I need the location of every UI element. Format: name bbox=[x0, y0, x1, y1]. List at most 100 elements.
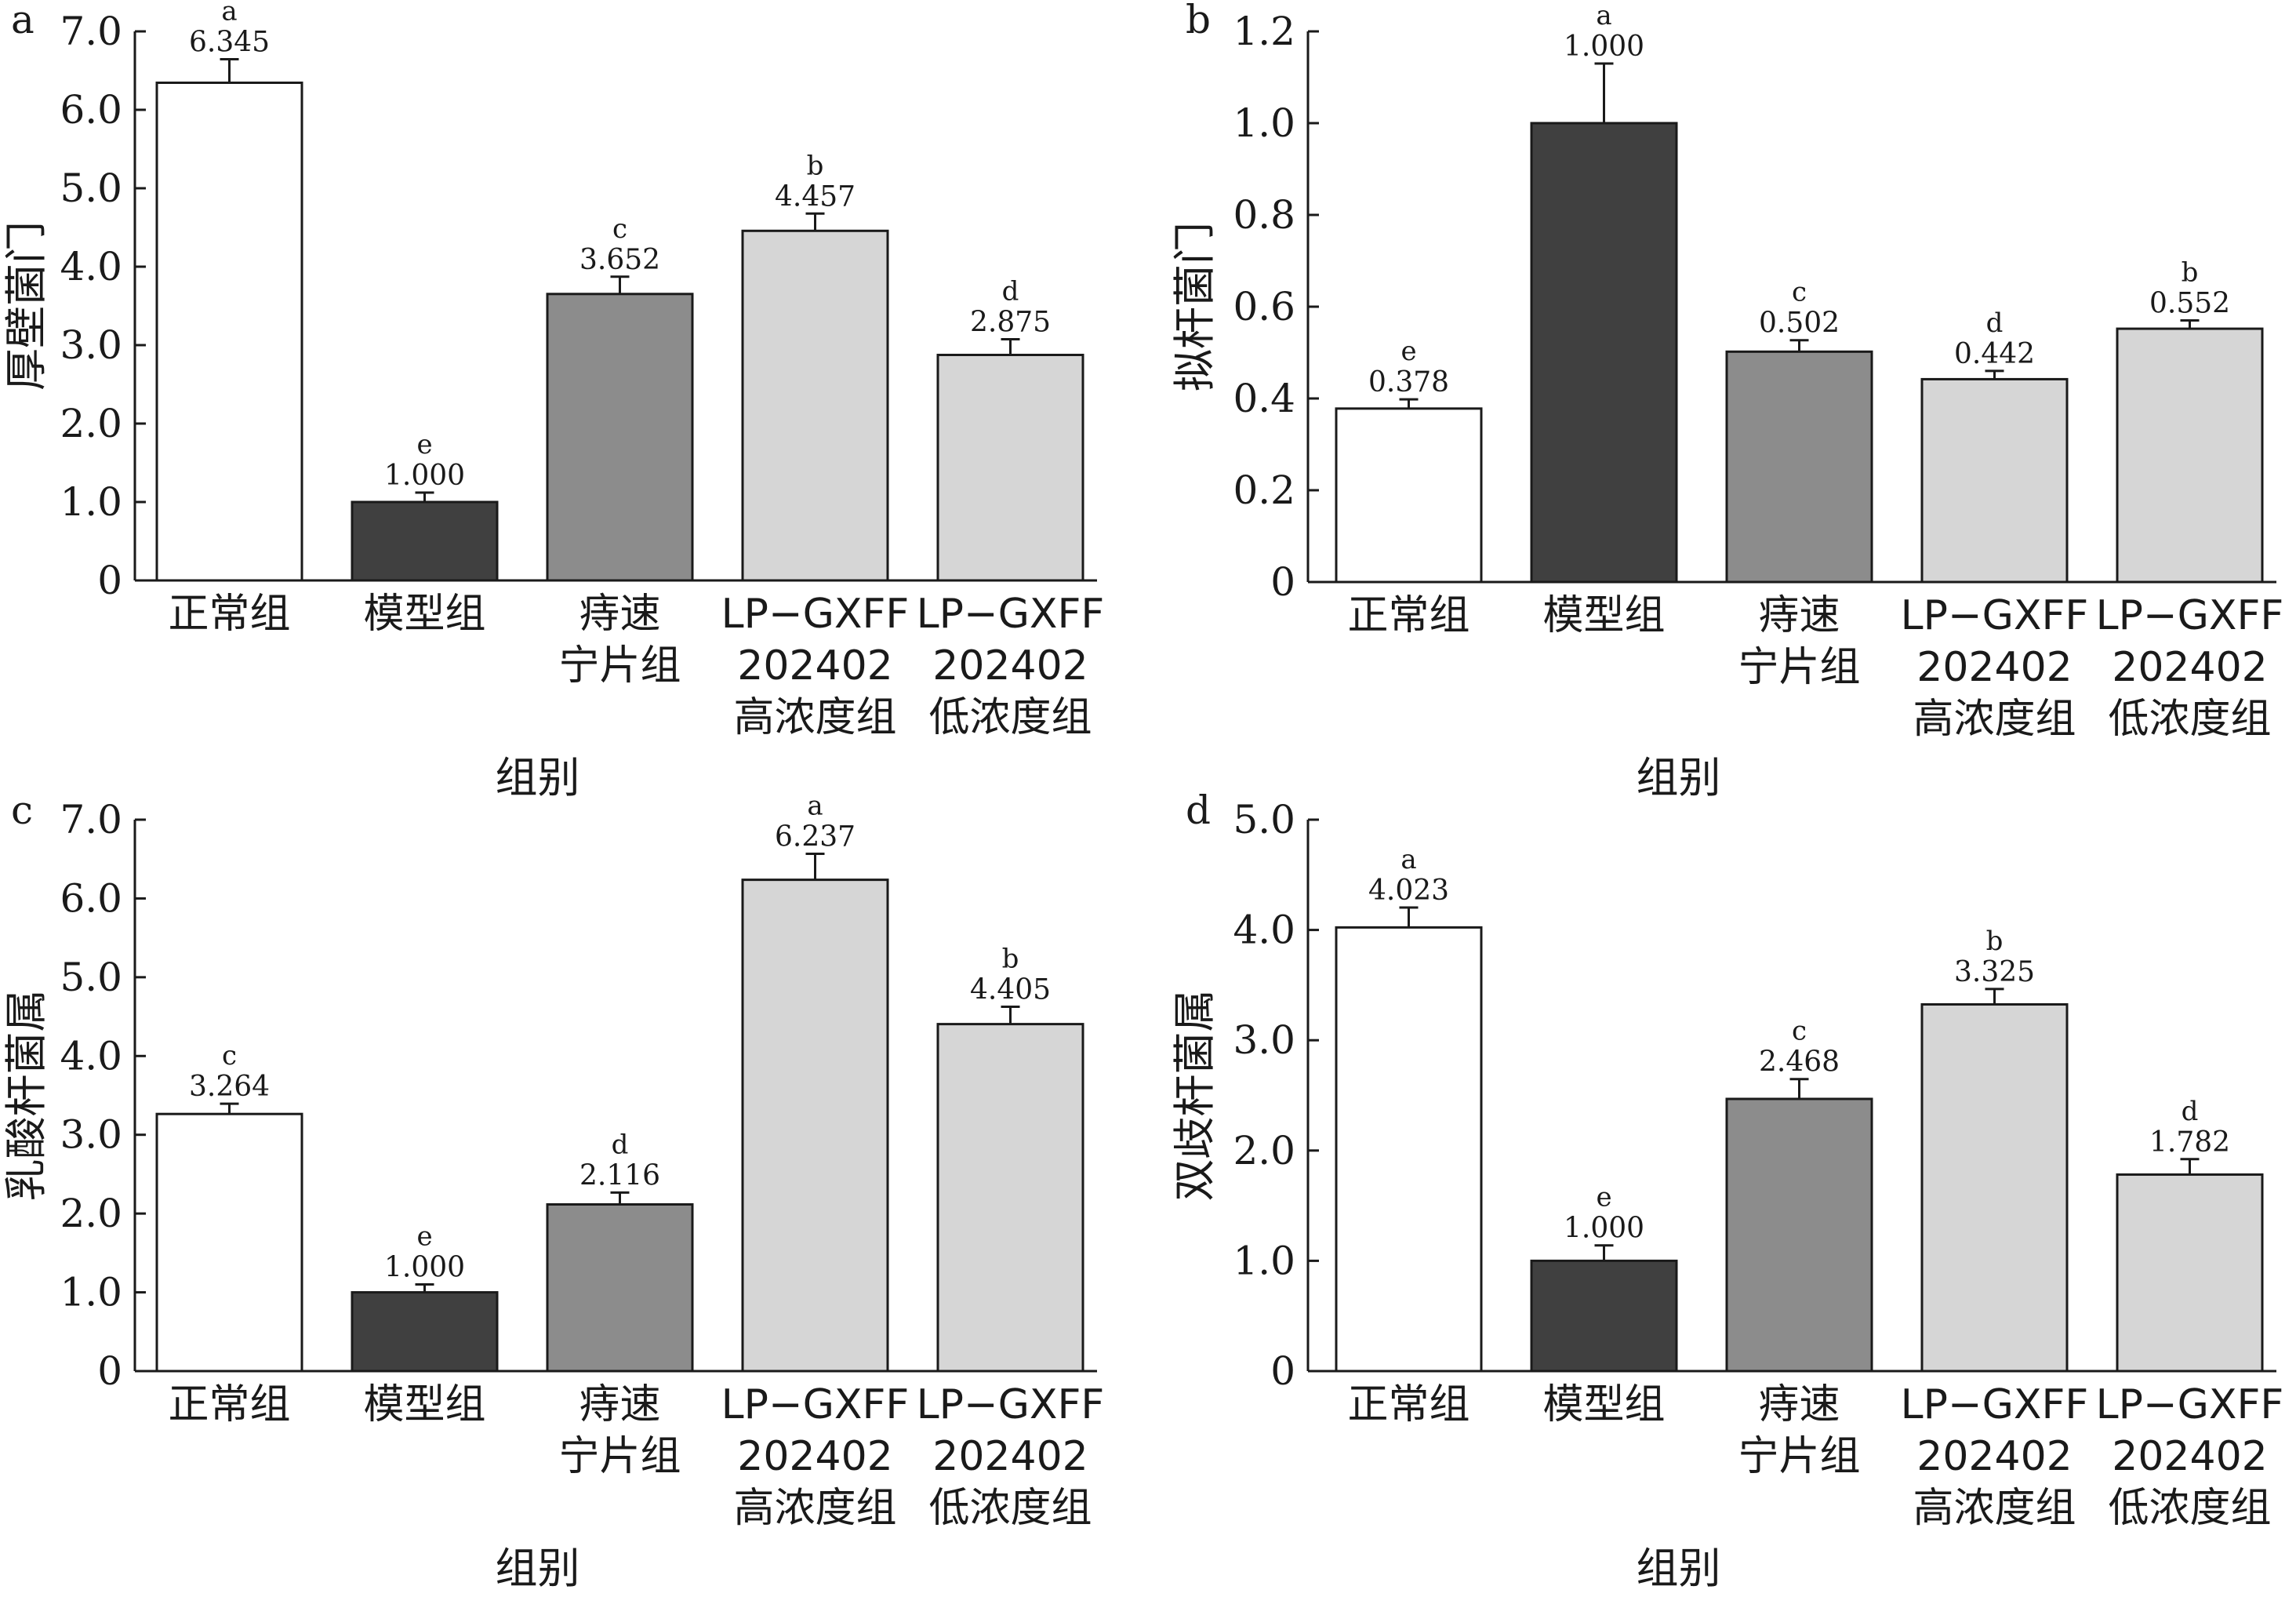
bar bbox=[351, 1291, 499, 1373]
x-tick-label: 痔速 bbox=[1758, 1381, 1840, 1428]
y-tick-label: 4.0 bbox=[1233, 908, 1295, 953]
x-tick-label: 正常组 bbox=[168, 1381, 290, 1428]
bar bbox=[1335, 407, 1483, 584]
y-tick-label: 7.0 bbox=[60, 797, 122, 842]
y-tick-label: 4.0 bbox=[60, 244, 122, 289]
bar bbox=[546, 293, 694, 582]
x-tick-label: 低浓度组 bbox=[928, 694, 1092, 741]
data-label: 1.000 bbox=[1564, 31, 1644, 63]
x-tick-label: 正常组 bbox=[1347, 1381, 1470, 1428]
y-tick-label: 3.0 bbox=[60, 322, 122, 368]
x-axis-title: 组别 bbox=[496, 753, 580, 802]
x-tick-label: 宁片组 bbox=[1738, 644, 1860, 691]
y-tick-label: 1.0 bbox=[60, 479, 122, 525]
bar bbox=[155, 82, 303, 582]
x-axis-title: 组别 bbox=[496, 1544, 580, 1593]
bar bbox=[1335, 926, 1483, 1373]
y-tick-label: 1.0 bbox=[1233, 1238, 1295, 1283]
significance-letter: b bbox=[2182, 257, 2199, 289]
x-tick-label: 202402 bbox=[2112, 1433, 2268, 1480]
bar bbox=[2116, 327, 2264, 584]
y-tick-label: 1.2 bbox=[1233, 9, 1295, 54]
significance-letter: d bbox=[1986, 307, 2004, 339]
x-tick-label: 低浓度组 bbox=[2108, 1485, 2271, 1532]
y-tick-label: 5.0 bbox=[60, 955, 122, 1000]
bar bbox=[1920, 1003, 2069, 1373]
significance-letter: d bbox=[612, 1129, 629, 1160]
data-label: 4.405 bbox=[970, 974, 1051, 1006]
bar bbox=[1725, 350, 1873, 584]
data-label: 2.875 bbox=[970, 307, 1051, 339]
bar bbox=[546, 1202, 694, 1373]
y-axis-title: 拟杆菌门 bbox=[1170, 222, 1219, 391]
bar bbox=[1725, 1097, 1873, 1373]
x-tick-label: 模型组 bbox=[363, 1381, 485, 1428]
x-tick-label: 高浓度组 bbox=[1913, 1485, 2076, 1532]
x-tick-label: 模型组 bbox=[363, 591, 485, 638]
significance-letter: a bbox=[1400, 844, 1416, 875]
significance-letter: c bbox=[1792, 1016, 1807, 1047]
x-tick-label: LP−GXFF bbox=[917, 591, 1105, 638]
y-tick-label: 6.0 bbox=[60, 875, 122, 921]
data-label: 3.264 bbox=[189, 1071, 270, 1103]
data-label: 2.468 bbox=[1759, 1046, 1840, 1079]
panel-label: d bbox=[1186, 788, 1211, 833]
significance-letter: e bbox=[416, 1221, 432, 1253]
significance-letter: e bbox=[1596, 1182, 1611, 1213]
x-tick-label: 宁片组 bbox=[558, 642, 681, 689]
x-tick-label: LP−GXFF bbox=[1901, 592, 2089, 639]
panel-label: b bbox=[1186, 0, 1211, 42]
bar bbox=[741, 879, 889, 1373]
y-tick-label: 3.0 bbox=[60, 1112, 122, 1158]
significance-letter: b bbox=[1986, 926, 2004, 957]
bar bbox=[1530, 1259, 1678, 1373]
data-label: 0.378 bbox=[1368, 366, 1449, 398]
data-label: 3.652 bbox=[579, 244, 660, 276]
significance-letter: c bbox=[612, 213, 627, 245]
x-tick-label: 202402 bbox=[737, 1433, 893, 1480]
data-label: 1.000 bbox=[1564, 1213, 1644, 1245]
y-tick-label: 0.8 bbox=[1233, 192, 1295, 238]
bar bbox=[1920, 377, 2069, 584]
data-label: 0.442 bbox=[1954, 338, 2035, 370]
bar bbox=[155, 1112, 303, 1373]
y-axis-title: 双歧杆菌属 bbox=[1170, 990, 1219, 1202]
x-tick-label: LP−GXFF bbox=[721, 591, 910, 638]
y-tick-label: 2.0 bbox=[60, 401, 122, 446]
data-label: 6.237 bbox=[775, 820, 856, 853]
x-tick-label: 宁片组 bbox=[1738, 1433, 1860, 1480]
significance-letter: b bbox=[807, 150, 824, 181]
x-tick-label: 202402 bbox=[932, 642, 1088, 689]
bar bbox=[936, 1023, 1084, 1373]
data-label: 6.345 bbox=[189, 27, 270, 59]
x-tick-label: 痔速 bbox=[579, 591, 660, 638]
y-tick-label: 5.0 bbox=[1233, 797, 1295, 842]
bar bbox=[2116, 1173, 2264, 1373]
x-axis-title: 组别 bbox=[1637, 1544, 1721, 1593]
significance-letter: a bbox=[1596, 0, 1611, 31]
x-tick-label: 202402 bbox=[737, 642, 893, 689]
y-tick-label: 0 bbox=[97, 558, 122, 603]
y-tick-label: 5.0 bbox=[60, 166, 122, 211]
panel-label: c bbox=[11, 788, 33, 833]
x-tick-label: 痔速 bbox=[579, 1381, 660, 1428]
x-tick-label: LP−GXFF bbox=[2096, 1381, 2284, 1428]
bar bbox=[1530, 122, 1678, 584]
data-label: 1.000 bbox=[384, 1252, 465, 1284]
x-tick-label: 202402 bbox=[1916, 1433, 2073, 1480]
data-label: 0.502 bbox=[1759, 307, 1840, 340]
y-tick-label: 2.0 bbox=[60, 1191, 122, 1236]
bar bbox=[936, 354, 1084, 582]
y-tick-label: 4.0 bbox=[60, 1033, 122, 1079]
bar bbox=[351, 500, 499, 582]
panel-label: a bbox=[11, 0, 35, 42]
y-axis-title: 乳酸杆菌属 bbox=[2, 990, 51, 1202]
significance-letter: d bbox=[1002, 276, 1019, 307]
data-label: 4.023 bbox=[1368, 875, 1449, 907]
significance-letter: c bbox=[1792, 277, 1807, 308]
y-tick-label: 6.0 bbox=[60, 87, 122, 133]
x-tick-label: 正常组 bbox=[168, 591, 290, 638]
